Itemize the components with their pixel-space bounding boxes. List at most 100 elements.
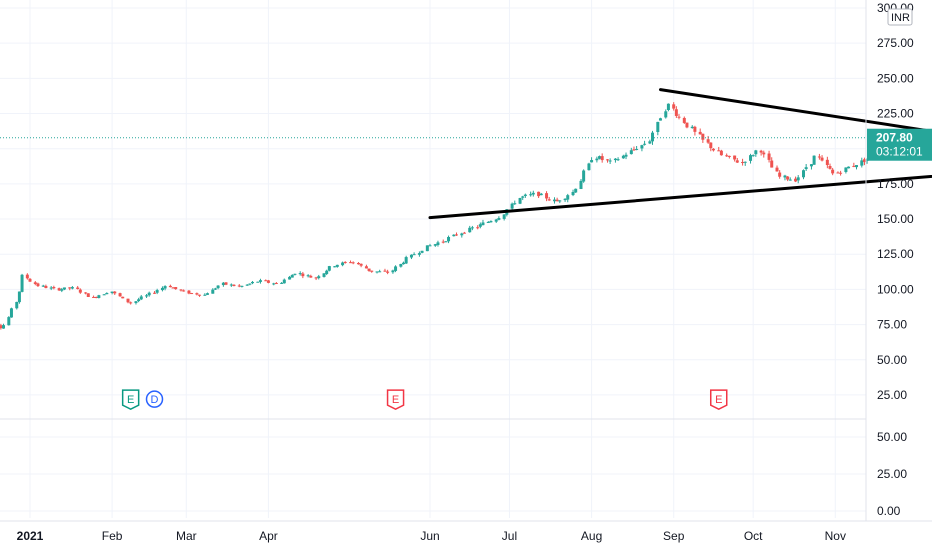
candle[interactable] bbox=[616, 157, 620, 162]
candle[interactable] bbox=[537, 191, 541, 199]
candle[interactable] bbox=[147, 291, 151, 297]
candle[interactable] bbox=[847, 166, 851, 169]
event-marker-e[interactable]: E bbox=[121, 389, 140, 410]
candle[interactable] bbox=[399, 263, 403, 268]
candle[interactable] bbox=[256, 281, 260, 283]
candle[interactable] bbox=[417, 251, 421, 257]
candle[interactable] bbox=[735, 158, 739, 163]
candle[interactable] bbox=[788, 177, 792, 181]
candle[interactable] bbox=[139, 294, 143, 301]
candle[interactable] bbox=[52, 285, 56, 290]
candle[interactable] bbox=[767, 150, 771, 163]
candle[interactable] bbox=[84, 292, 88, 295]
candle[interactable] bbox=[62, 287, 66, 291]
candle[interactable] bbox=[86, 293, 90, 298]
candle[interactable] bbox=[481, 219, 485, 226]
event-marker-d[interactable]: D bbox=[145, 390, 164, 408]
candle[interactable] bbox=[709, 142, 713, 152]
candle[interactable] bbox=[274, 282, 278, 285]
candle[interactable] bbox=[733, 155, 737, 162]
candle[interactable] bbox=[727, 155, 731, 159]
candle[interactable] bbox=[383, 268, 387, 272]
candle[interactable] bbox=[574, 188, 578, 193]
candle[interactable] bbox=[420, 250, 424, 254]
candle[interactable] bbox=[409, 254, 413, 260]
candle[interactable] bbox=[462, 231, 466, 234]
candle[interactable] bbox=[94, 296, 98, 299]
candle[interactable] bbox=[160, 286, 164, 292]
candle[interactable] bbox=[272, 282, 276, 286]
candle[interactable] bbox=[582, 169, 586, 183]
candle[interactable] bbox=[126, 298, 130, 304]
candle[interactable] bbox=[137, 297, 141, 303]
candle[interactable] bbox=[590, 157, 594, 163]
candle[interactable] bbox=[232, 284, 236, 287]
candlestick-series[interactable] bbox=[0, 102, 932, 330]
candle[interactable] bbox=[280, 282, 284, 284]
candle[interactable] bbox=[92, 295, 96, 298]
candle[interactable] bbox=[229, 283, 233, 287]
candle[interactable] bbox=[436, 240, 440, 247]
candle[interactable] bbox=[749, 153, 753, 164]
candle[interactable] bbox=[571, 189, 575, 197]
candle[interactable] bbox=[595, 156, 599, 163]
candle[interactable] bbox=[624, 152, 628, 160]
candle[interactable] bbox=[553, 197, 557, 204]
candle[interactable] bbox=[836, 171, 840, 174]
candle[interactable] bbox=[844, 167, 848, 174]
candle[interactable] bbox=[698, 128, 702, 135]
candle[interactable] bbox=[685, 122, 689, 129]
candle[interactable] bbox=[187, 290, 191, 295]
candle[interactable] bbox=[820, 155, 824, 162]
candle[interactable] bbox=[598, 155, 602, 160]
candle[interactable] bbox=[513, 200, 517, 205]
candle[interactable] bbox=[97, 294, 101, 299]
candle[interactable] bbox=[666, 103, 670, 112]
candle[interactable] bbox=[378, 269, 382, 273]
candle[interactable] bbox=[770, 157, 774, 168]
candle[interactable] bbox=[314, 276, 318, 281]
candle[interactable] bbox=[701, 133, 705, 143]
candle[interactable] bbox=[725, 153, 729, 157]
candle[interactable] bbox=[587, 162, 591, 171]
candle[interactable] bbox=[375, 271, 379, 274]
candle[interactable] bbox=[817, 153, 821, 160]
candle[interactable] bbox=[49, 286, 53, 291]
event-marker-e[interactable]: E bbox=[386, 389, 405, 410]
price-axis[interactable]: 300.00275.00250.00225.00200.00175.00150.… bbox=[877, 1, 914, 518]
candle[interactable] bbox=[325, 269, 329, 276]
candle[interactable] bbox=[213, 287, 217, 290]
candle[interactable] bbox=[110, 291, 114, 295]
candle[interactable] bbox=[293, 273, 297, 276]
trendline-lower[interactable] bbox=[428, 166, 932, 220]
candle[interactable] bbox=[809, 164, 813, 170]
candle[interactable] bbox=[640, 144, 644, 152]
candle[interactable] bbox=[335, 264, 339, 268]
candle[interactable] bbox=[153, 291, 157, 294]
candle[interactable] bbox=[486, 221, 490, 224]
candle[interactable] bbox=[629, 147, 633, 155]
candle[interactable] bbox=[28, 277, 32, 282]
candle[interactable] bbox=[33, 281, 37, 286]
candle[interactable] bbox=[529, 191, 533, 197]
candle[interactable] bbox=[155, 288, 159, 295]
candle[interactable] bbox=[555, 197, 559, 202]
candle[interactable] bbox=[205, 292, 209, 295]
candle[interactable] bbox=[510, 202, 514, 211]
candle[interactable] bbox=[15, 301, 19, 310]
candle[interactable] bbox=[333, 265, 337, 268]
candle[interactable] bbox=[497, 216, 501, 221]
candle[interactable] bbox=[759, 149, 763, 156]
candle[interactable] bbox=[563, 198, 567, 202]
candle[interactable] bbox=[648, 139, 652, 145]
candle[interactable] bbox=[258, 278, 262, 284]
candle[interactable] bbox=[145, 293, 149, 298]
candle[interactable] bbox=[195, 292, 199, 296]
candle[interactable] bbox=[812, 155, 816, 165]
candle[interactable] bbox=[113, 291, 117, 295]
candle[interactable] bbox=[658, 117, 662, 121]
candle[interactable] bbox=[656, 121, 660, 136]
candle[interactable] bbox=[775, 165, 779, 172]
candle[interactable] bbox=[394, 265, 398, 273]
candle[interactable] bbox=[78, 288, 82, 294]
